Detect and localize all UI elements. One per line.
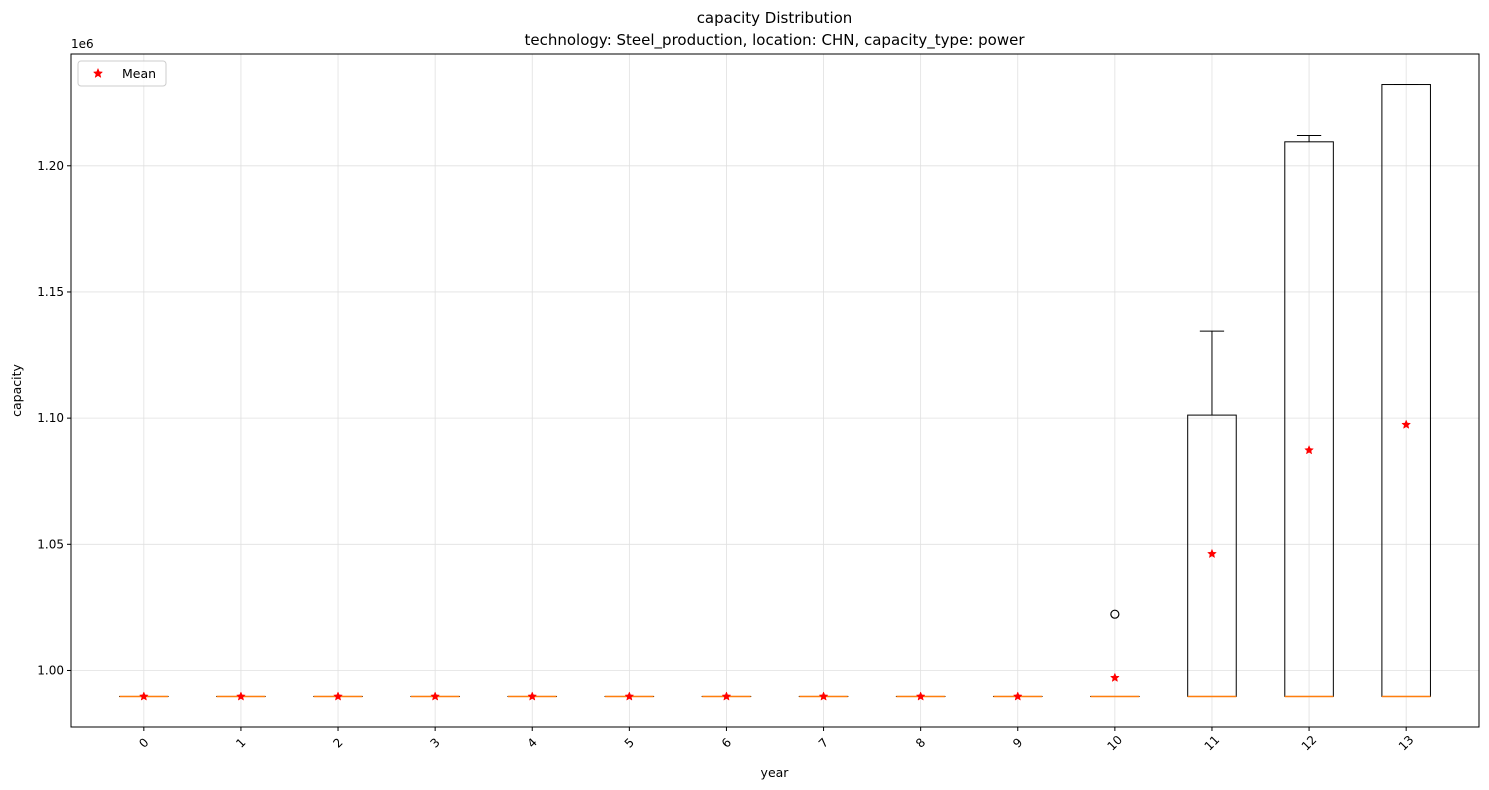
box-group-10 — [1090, 609, 1140, 698]
box-group-6 — [701, 691, 752, 701]
mean-marker — [721, 691, 732, 701]
outlier-point — [1110, 609, 1120, 619]
mean-marker — [430, 691, 441, 701]
box-group-1 — [216, 691, 266, 701]
box-layer — [119, 84, 1431, 701]
mean-marker — [1401, 419, 1412, 429]
y-tick-label: 1.00 — [37, 663, 64, 677]
box-group-4 — [507, 691, 558, 701]
x-tick-label: 6 — [719, 735, 734, 750]
x-tick-label: 11 — [1202, 733, 1223, 754]
x-tick-label: 7 — [816, 735, 831, 750]
mean-marker — [138, 691, 149, 701]
box-group-2 — [313, 691, 363, 701]
x-tick-label: 1 — [233, 735, 248, 750]
y-tick-label: 1.20 — [37, 159, 64, 173]
mean-marker — [818, 691, 829, 701]
x-tick-label: 5 — [622, 735, 637, 750]
box-group-7 — [798, 691, 849, 701]
plot-frame — [70, 53, 1480, 728]
x-axis-label: year — [761, 765, 790, 780]
mean-marker — [1109, 672, 1120, 682]
y-tick-label: 1.15 — [37, 285, 64, 299]
grid-layer — [71, 54, 1479, 727]
box-group-11 — [1187, 330, 1237, 698]
x-tick-label: 13 — [1396, 733, 1417, 754]
box-group-9 — [992, 691, 1043, 701]
legend-mean-label: Mean — [122, 66, 156, 81]
x-tick-label: 3 — [427, 735, 442, 750]
y-offset-label: 1e6 — [71, 37, 94, 51]
y-axis-label: capacity — [9, 364, 24, 417]
mean-marker — [236, 691, 246, 701]
x-tick-label: 12 — [1299, 733, 1320, 754]
x-tick-label: 4 — [525, 735, 540, 750]
box-group-13 — [1381, 84, 1431, 698]
y-tick-label: 1.05 — [37, 537, 64, 551]
box-group-0 — [119, 691, 169, 701]
box-group-3 — [410, 691, 460, 701]
legend: Mean — [77, 60, 167, 87]
y-tick-label: 1.10 — [37, 411, 64, 425]
mean-marker — [333, 691, 343, 701]
mean-marker — [1207, 548, 1217, 559]
y-axis-ticks: 1.00 1.05 1.10 1.15 1.20 — [37, 159, 71, 677]
mean-marker — [1012, 691, 1023, 701]
box-group-5 — [604, 691, 655, 701]
box-group-12 — [1284, 135, 1334, 698]
x-tick-label: 0 — [136, 735, 151, 750]
mean-marker — [915, 691, 926, 701]
x-tick-label: 9 — [1010, 735, 1025, 750]
x-tick-label: 8 — [913, 735, 928, 750]
chart-subtitle: technology: Steel_production, location: … — [525, 31, 1026, 50]
chart-title: capacity Distribution — [697, 9, 853, 27]
mean-marker — [1304, 445, 1314, 455]
mean-marker — [624, 691, 635, 701]
x-tick-label: 10 — [1105, 733, 1126, 754]
legend-box — [77, 60, 167, 87]
mean-marker — [527, 691, 538, 701]
legend-mean-marker — [92, 67, 104, 79]
box-group-8 — [895, 691, 946, 701]
x-tick-label: 2 — [330, 735, 345, 750]
x-axis-ticks: 0 1 2 3 4 5 6 7 8 9 10 11 12 13 — [136, 727, 1417, 754]
